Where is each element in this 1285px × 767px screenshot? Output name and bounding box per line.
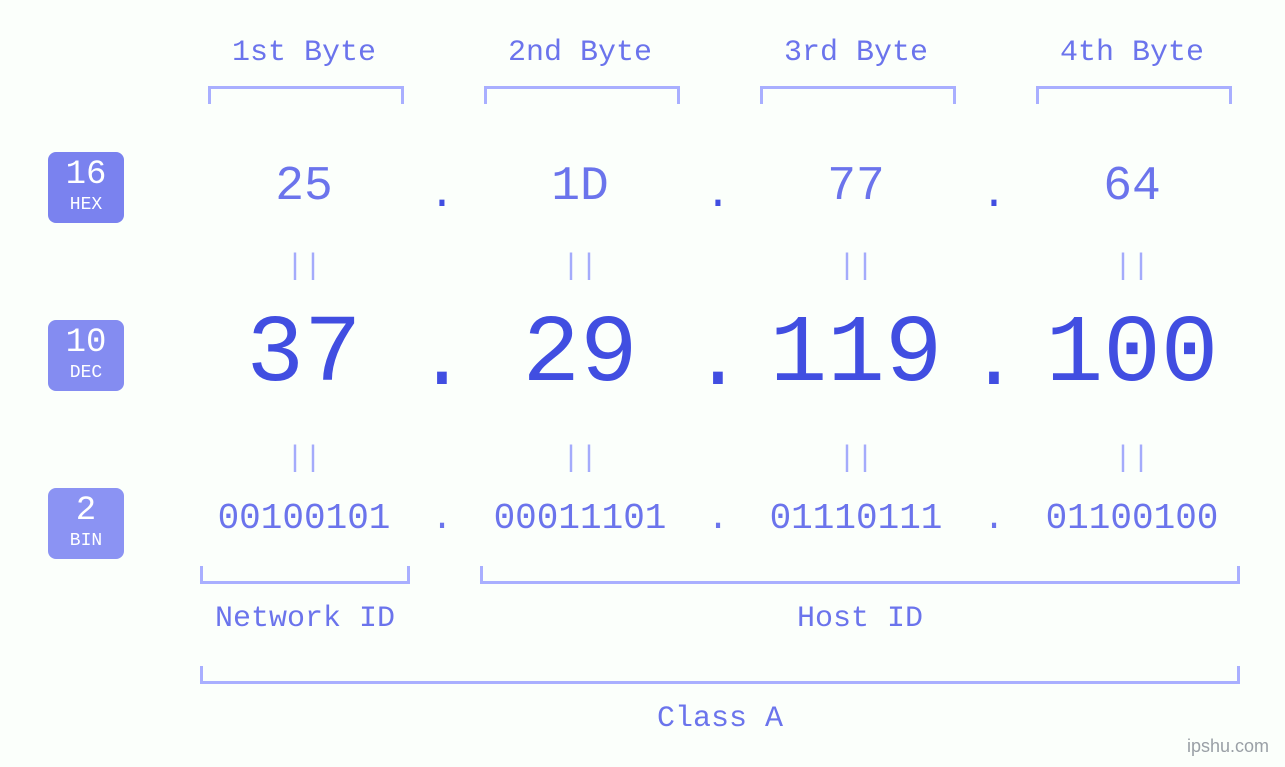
ip-diagram: 16 HEX 10 DEC 2 BIN 1st Byte 2nd Byte 3r… xyxy=(0,0,1285,767)
base-num-hex: 16 xyxy=(48,158,124,194)
eq-bot-3: || xyxy=(746,442,966,476)
bin-byte-1: 00100101 xyxy=(184,498,424,539)
bracket-byte-1 xyxy=(208,86,404,104)
bracket-host xyxy=(480,566,1240,584)
bracket-byte-4 xyxy=(1036,86,1232,104)
base-label-bin: BIN xyxy=(48,532,124,551)
eq-top-4: || xyxy=(1022,250,1242,284)
bracket-class xyxy=(200,666,1240,684)
label-network: Network ID xyxy=(200,602,410,636)
eq-bot-1: || xyxy=(194,442,414,476)
bin-byte-4: 01100100 xyxy=(1012,498,1252,539)
dec-byte-1: 37 xyxy=(184,300,424,409)
base-num-dec: 10 xyxy=(48,326,124,362)
byte-header-1: 1st Byte xyxy=(194,36,414,70)
hex-dot-2: . xyxy=(698,170,738,220)
byte-header-3: 3rd Byte xyxy=(746,36,966,70)
base-label-dec: DEC xyxy=(48,364,124,383)
base-badge-bin: 2 BIN xyxy=(48,488,124,559)
hex-byte-2: 1D xyxy=(470,160,690,214)
base-num-bin: 2 xyxy=(48,494,124,530)
base-badge-dec: 10 DEC xyxy=(48,320,124,391)
eq-top-1: || xyxy=(194,250,414,284)
hex-byte-1: 25 xyxy=(194,160,414,214)
dec-byte-4: 100 xyxy=(1012,300,1252,409)
bin-dot-2: . xyxy=(698,498,738,539)
hex-byte-3: 77 xyxy=(746,160,966,214)
eq-top-3: || xyxy=(746,250,966,284)
bin-byte-2: 00011101 xyxy=(460,498,700,539)
hex-byte-4: 64 xyxy=(1022,160,1242,214)
bin-dot-1: . xyxy=(422,498,462,539)
watermark: ipshu.com xyxy=(1187,736,1269,757)
dec-byte-2: 29 xyxy=(460,300,700,409)
base-badge-hex: 16 HEX xyxy=(48,152,124,223)
hex-dot-3: . xyxy=(974,170,1014,220)
bracket-byte-2 xyxy=(484,86,680,104)
label-class: Class A xyxy=(200,702,1240,736)
base-label-hex: HEX xyxy=(48,196,124,215)
eq-bot-4: || xyxy=(1022,442,1242,476)
byte-header-4: 4th Byte xyxy=(1022,36,1242,70)
eq-bot-2: || xyxy=(470,442,690,476)
hex-dot-1: . xyxy=(422,170,462,220)
bracket-byte-3 xyxy=(760,86,956,104)
bin-byte-3: 01110111 xyxy=(736,498,976,539)
bracket-network xyxy=(200,566,410,584)
byte-header-2: 2nd Byte xyxy=(470,36,690,70)
dec-byte-3: 119 xyxy=(736,300,976,409)
bin-dot-3: . xyxy=(974,498,1014,539)
eq-top-2: || xyxy=(470,250,690,284)
label-host: Host ID xyxy=(480,602,1240,636)
